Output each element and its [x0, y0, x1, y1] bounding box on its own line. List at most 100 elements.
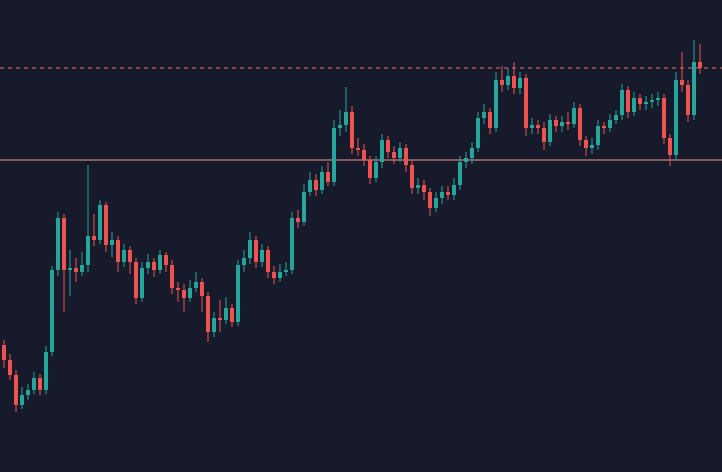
candle-body [26, 390, 30, 395]
candle-body [296, 218, 300, 222]
candle-body [566, 122, 570, 124]
candle-body [362, 150, 366, 160]
candle-body [266, 250, 270, 272]
candle-body [158, 255, 162, 270]
candle-body [140, 268, 144, 298]
candle-body [290, 218, 294, 270]
candle-body [458, 162, 462, 185]
candle-body [338, 125, 342, 128]
candle-body [152, 262, 156, 270]
candle-body [572, 108, 576, 124]
candle-body [680, 80, 684, 85]
candle-body [80, 265, 84, 272]
candle-body [692, 62, 696, 115]
candle-body [506, 76, 510, 85]
candle-body [434, 198, 438, 208]
candle-body [212, 318, 216, 332]
candle-body [128, 250, 132, 262]
candle-body [320, 172, 324, 190]
candle-body [698, 62, 702, 68]
candle-body [68, 268, 72, 270]
candle-body [56, 218, 60, 270]
candle-body [368, 160, 372, 178]
candle-body [416, 185, 420, 188]
candle-body [470, 148, 474, 158]
candle-body [656, 98, 660, 100]
candle-body [410, 165, 414, 188]
candle-body [644, 102, 648, 104]
candle-body [236, 265, 240, 322]
candle-body [668, 138, 672, 155]
candle-body [530, 125, 534, 128]
candle-body [20, 395, 24, 405]
candle-body [110, 240, 114, 245]
candle-body [638, 98, 642, 104]
candle-body [188, 288, 192, 298]
candle-body [554, 120, 558, 126]
candle-body [386, 140, 390, 152]
candle-body [284, 270, 288, 272]
candle-body [8, 360, 12, 375]
candle-body [446, 192, 450, 195]
candle-body [494, 80, 498, 128]
candle-body [314, 180, 318, 190]
candle-body [590, 145, 594, 148]
candle-body [626, 90, 630, 112]
candle-body [242, 258, 246, 265]
candle-body [560, 122, 564, 126]
candle-body [182, 290, 186, 298]
candle-body [260, 250, 264, 262]
candle-body [428, 192, 432, 208]
candle-body [392, 152, 396, 158]
candle-body [278, 272, 282, 278]
candle-body [584, 140, 588, 148]
candle-body [500, 80, 504, 85]
candle-body [170, 265, 174, 288]
candle-body [662, 98, 666, 138]
candle-body [14, 375, 18, 405]
candle-body [62, 218, 66, 270]
candle-body [620, 90, 624, 115]
candle-body [104, 205, 108, 245]
candle-body [308, 180, 312, 192]
candle-body [302, 192, 306, 222]
candle-body [464, 158, 468, 162]
candle-body [116, 240, 120, 262]
candle-body [536, 125, 540, 128]
candle-body [350, 112, 354, 148]
candle-body [206, 296, 210, 332]
candle-body [482, 112, 486, 118]
candle-body [38, 378, 42, 390]
candle-body [248, 240, 252, 258]
candle-body [614, 115, 618, 120]
candle-body [518, 78, 522, 88]
candle-body [92, 236, 96, 240]
candle-body [332, 128, 336, 182]
candle-body [686, 85, 690, 115]
candle-body [200, 282, 204, 296]
candle-body [398, 148, 402, 158]
candle-body [326, 172, 330, 182]
candle-body [32, 378, 36, 390]
candle-body [164, 255, 168, 265]
candle-body [422, 185, 426, 192]
candle-body [608, 120, 612, 128]
candle-body [602, 126, 606, 128]
candle-body [548, 120, 552, 142]
candle-body [542, 128, 546, 142]
candle-body [374, 162, 378, 178]
candle-body [224, 308, 228, 320]
candle-body [650, 100, 654, 102]
candle-body [122, 250, 126, 262]
candle-body [524, 78, 528, 128]
candle-body [2, 345, 6, 360]
candle-body [512, 76, 516, 88]
candle-body [230, 308, 234, 322]
candle-body [632, 98, 636, 112]
candle-body [380, 140, 384, 162]
candle-body [254, 240, 258, 262]
candle-body [356, 148, 360, 150]
candle-body [134, 262, 138, 298]
